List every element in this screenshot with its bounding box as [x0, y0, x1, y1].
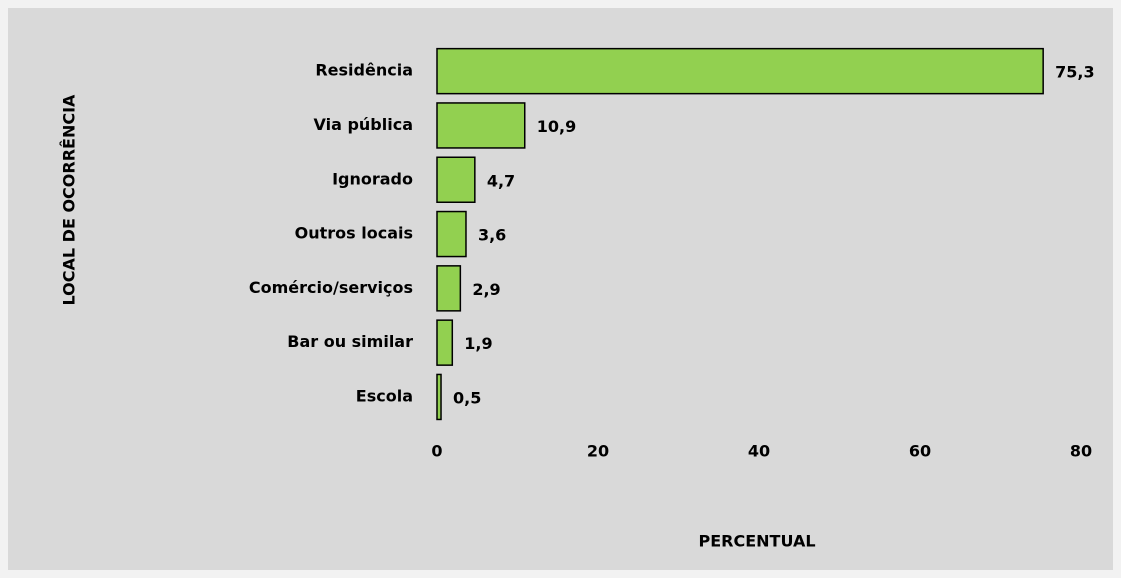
x-tick-label: 60 — [909, 442, 931, 461]
value-label: 0,5 — [453, 388, 481, 407]
y-tick-label: Ignorado — [332, 169, 413, 188]
y-axis-label: LOCAL DE OCORRÊNCIA — [60, 94, 79, 306]
bar — [436, 210, 467, 258]
y-tick-label: Bar ou similar — [287, 332, 413, 351]
value-label: 3,6 — [478, 226, 506, 245]
bar — [436, 156, 476, 203]
bar — [436, 47, 1044, 95]
value-label: 2,9 — [472, 280, 500, 299]
y-tick-label: Comércio/serviços — [249, 278, 413, 297]
x-axis-label: PERCENTUAL — [698, 532, 815, 551]
x-tick-label: 0 — [431, 442, 442, 461]
x-tick-label: 40 — [748, 442, 770, 461]
bar — [436, 373, 442, 421]
value-label: 4,7 — [487, 171, 515, 190]
bar — [436, 102, 526, 149]
x-tick-label: 80 — [1070, 442, 1092, 461]
y-tick-label: Residência — [315, 61, 413, 80]
value-label: 1,9 — [464, 334, 492, 353]
y-tick-label: Via pública — [314, 115, 414, 134]
bar — [436, 319, 454, 366]
value-label: 75,3 — [1055, 63, 1094, 82]
x-tick-label: 20 — [587, 442, 609, 461]
chart-area — [8, 8, 1113, 570]
bar — [436, 265, 462, 312]
y-tick-label: Outros locais — [295, 224, 413, 243]
value-label: 10,9 — [537, 117, 576, 136]
y-tick-label: Escola — [356, 386, 413, 405]
